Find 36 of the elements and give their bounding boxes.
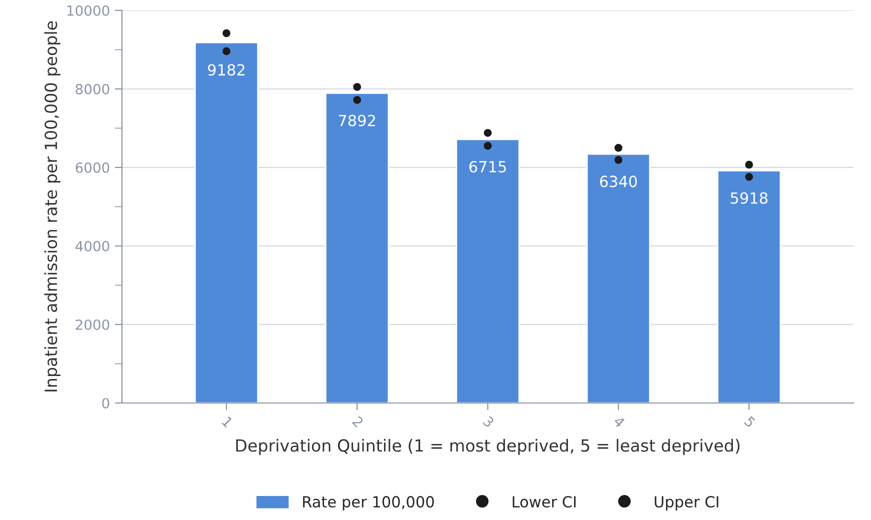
- point: [222, 29, 230, 38]
- x-axis-title: Deprivation Quintile (1 = most deprived, 5 = least deprived): [236, 438, 740, 456]
- data-label: 6715: [469, 160, 506, 173]
- data-label: 9182: [208, 64, 244, 76]
- point: [745, 160, 754, 169]
- y-tick-label: 0: [102, 398, 110, 408]
- x-tick-label: 4: [613, 416, 626, 428]
- bar: [194, 42, 259, 403]
- y-tick-label: 6000: [76, 162, 110, 173]
- x-tick-label: 3: [482, 416, 495, 428]
- bar: [717, 170, 782, 403]
- x-tick-label: 5: [744, 416, 756, 428]
- legend-label: Upper CI: [654, 496, 718, 511]
- point: [484, 128, 492, 137]
- bar: [456, 138, 520, 403]
- y-tick-label: 10000: [67, 5, 110, 16]
- x-tick-label: 2: [352, 416, 364, 428]
- point: [614, 156, 622, 164]
- data-label: 7892: [338, 114, 376, 126]
- y-tick-label: 2000: [76, 319, 110, 330]
- y-tick-label: 4000: [75, 240, 110, 252]
- legend-label: Lower CI: [512, 496, 576, 508]
- y-axis-title: Inpatient admission rate per 100,000 people: [44, 21, 60, 392]
- point: [222, 47, 230, 56]
- point: [484, 142, 492, 150]
- bar: [325, 92, 390, 403]
- legend-label: Rate per 100,000: [303, 496, 434, 511]
- point: [353, 96, 362, 104]
- data-label: 5918: [730, 192, 768, 204]
- x-tick-label: 1: [222, 416, 234, 428]
- bar: [586, 153, 650, 403]
- y-tick-label: 8000: [76, 84, 110, 94]
- point: [353, 83, 362, 91]
- point: [745, 172, 754, 181]
- data-label: 6340: [600, 176, 637, 188]
- point: [614, 144, 622, 152]
